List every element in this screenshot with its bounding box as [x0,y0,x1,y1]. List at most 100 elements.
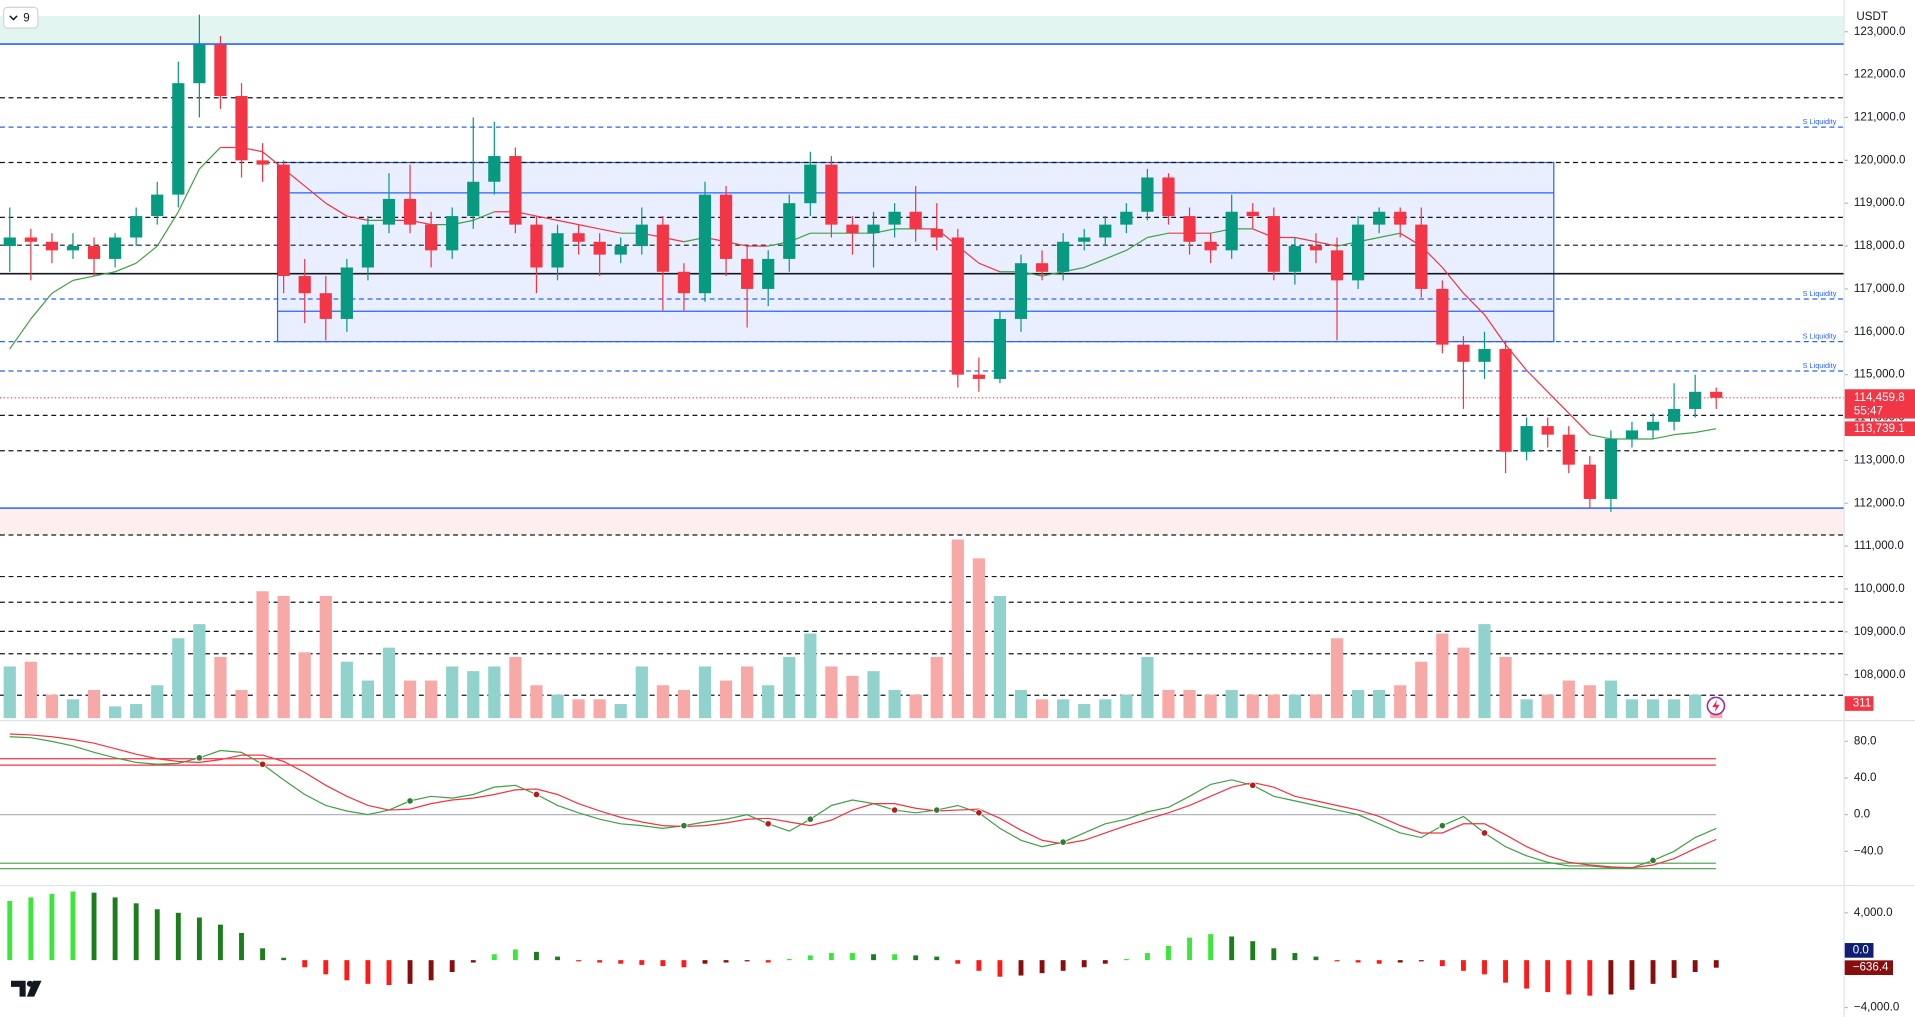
candle-body [298,276,311,294]
candle-body [1520,426,1533,452]
macd-tick-label: 4,000.0 [1854,906,1893,919]
macd-bar [892,954,898,961]
candle-body [804,164,817,204]
candle-body [1499,348,1512,452]
macd-bar [976,960,982,971]
tradingview-logo [10,980,42,997]
macd-bar [1250,941,1256,961]
volume-bar [45,694,59,719]
macd-bar [955,960,961,964]
candle-body [277,164,290,277]
volume-bar [1141,657,1154,719]
macd-bar [1102,960,1108,964]
volume-label-box [1844,696,1874,711]
ma-segment [51,279,74,294]
candle-body [1014,263,1028,319]
macd-tick-label: −4,000.0 [1854,1001,1899,1014]
y-tick-label: 113,000.0 [1854,453,1905,466]
volume-bar [888,689,901,719]
candle-body [572,233,585,242]
candle-body [1057,241,1070,272]
volume-bar [783,657,796,719]
volume-bar [951,539,964,719]
candle-body [846,224,859,234]
volume-bar [1288,694,1301,719]
cross-dot [1438,822,1446,830]
ma-segment [1441,267,1464,294]
cross-dot [1480,829,1489,837]
macd-value-label: −636.4 [1853,961,1889,974]
ma-segment [177,168,200,213]
volume-bar [804,633,817,719]
currency-label[interactable]: USDT [1856,10,1888,23]
volume-bar [1415,661,1428,719]
macd-bar [807,955,813,961]
macd-bar [828,953,834,961]
osc-tick-label: 40.0 [1854,771,1877,784]
candle-body [87,246,101,259]
ma-segment [304,185,327,204]
volume-bar [930,657,943,719]
chevron-icon [9,15,18,21]
logo-part [26,980,42,997]
candle-body [614,246,627,255]
volume-bar [214,657,227,719]
candle-body [1646,421,1660,431]
macd-bar [997,960,1003,977]
volume-bar [1120,694,1133,719]
volume-bar [719,680,733,719]
volume-bar [1520,699,1533,719]
interval-button[interactable]: 9 [3,6,39,29]
alert-icon[interactable] [1706,696,1726,716]
macd-bar [744,960,750,962]
ma-segment [536,215,558,221]
macd-bar [449,960,455,972]
candle-body [1099,224,1112,238]
plot-layer: S Liquidity S Liquidity S Liquidity S Liqui… [0,14,1915,1014]
macd-bar [913,955,919,961]
candle-body [1162,177,1175,217]
interval-box[interactable] [3,6,39,29]
macd-bar [133,903,139,961]
volume-bar [382,647,396,719]
macd-bar [765,960,771,963]
macd-bar [1524,960,1530,989]
macd-value-box [1844,960,1894,976]
volume-bar [298,652,311,719]
macd-bar [407,960,413,984]
candle-body [1710,391,1723,398]
volume-bar [446,666,459,719]
candle-body [361,224,375,268]
ma-segment [72,275,95,281]
level-label: S Liquidity [1803,117,1837,126]
macd-bar [7,900,13,961]
macd-line-box [1844,943,1874,958]
ma-segment [1126,236,1148,251]
macd-bar [365,960,371,984]
macd-bar [323,960,329,975]
volume-bar [1373,689,1386,719]
candle-body [45,241,59,251]
ma-segment [599,228,621,234]
volume-bar [972,558,985,719]
ma-segment [578,224,600,230]
macd-bar [218,924,223,961]
candle-body [172,83,185,195]
candle-body [1394,211,1407,225]
ma-segment [198,147,221,170]
ma-segment [325,202,348,217]
macd-bar [618,960,624,964]
macd-bar [428,960,434,981]
macd-bar [281,957,287,961]
volume-bar [1078,704,1091,719]
macd-bar [1713,960,1719,968]
candle-body [1183,216,1196,242]
volume-bar [530,685,543,719]
candle-body [1120,211,1133,225]
candle-body [425,224,438,251]
ma-label: 113,739.1 [1854,422,1905,435]
volume-bar [635,666,648,719]
level-label: S Liquidity [1803,332,1837,341]
